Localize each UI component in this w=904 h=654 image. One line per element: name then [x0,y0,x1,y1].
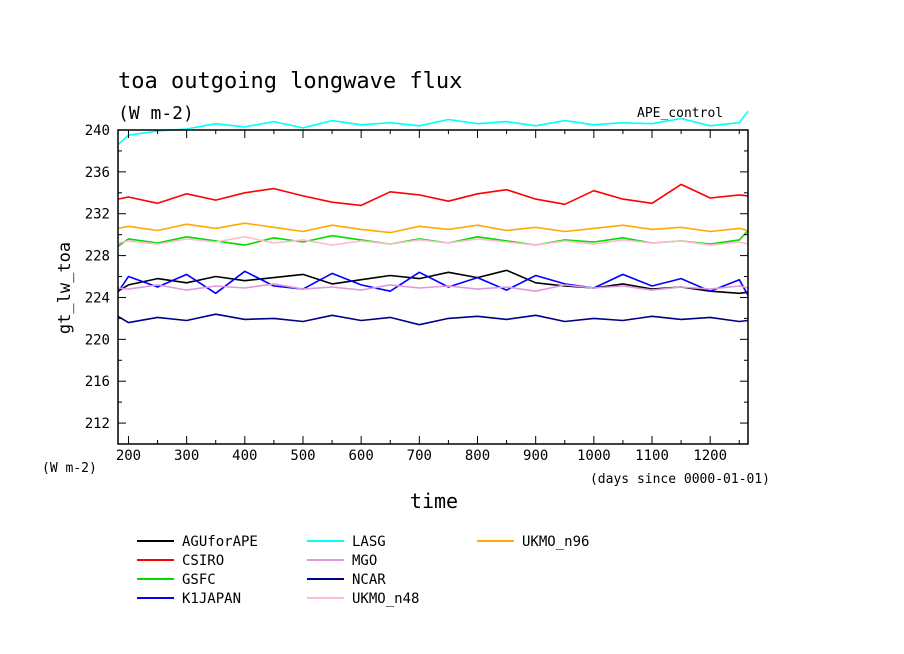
legend-label: AGUforAPE [182,534,258,550]
y-axis-label: gt_lw_toa [55,242,75,334]
series-layer [117,110,749,326]
x-tick-label: 1200 [693,448,727,464]
plot-frame [117,129,749,445]
x-tick-label: 500 [290,448,315,464]
chart-title: toa outgoing longwave flux [118,69,462,94]
series-line-8 [117,222,749,234]
series-line-5 [117,283,749,293]
legend-label: UKMO_n48 [352,591,419,607]
y-tick-label: 224 [85,290,110,306]
legend-label: NCAR [352,572,386,588]
series-line-7 [117,236,749,246]
x-tick-label: 400 [232,448,257,464]
y-tick-label: 240 [85,123,110,139]
x-unit-note: (days since 0000-01-01) [590,472,770,487]
series-line-1 [117,183,749,207]
x-tick-label: 900 [523,448,548,464]
y-tick-label: 232 [85,207,110,223]
legend-label: GSFC [182,572,216,588]
series-line-0 [117,269,749,295]
y-tick-label: 236 [85,165,110,181]
y-tick-label: 220 [85,332,110,348]
legend-label: K1JAPAN [182,591,241,607]
y-tick-label: 212 [85,416,110,432]
x-tick-label: 1000 [577,448,611,464]
series-line-4 [117,110,749,146]
legend: AGUforAPE CSIRO GSFC K1JAPAN LASG MGO NCAR UKMO… [137,534,589,607]
legend-label: UKMO_n96 [522,534,589,550]
series-line-3 [117,270,749,296]
x-tick-label: 600 [349,448,374,464]
legend-label: CSIRO [182,553,224,569]
x-tick-label: 800 [465,448,490,464]
legend-label: LASG [352,534,386,550]
y-tick-label: 228 [85,249,110,265]
y-units-label: (W m-2) [42,461,97,476]
x-axis-label: time [410,489,458,513]
x-tick-label: 300 [174,448,199,464]
experiment-label: APE_control [637,106,723,121]
x-tick-label: 200 [116,448,141,464]
y-tick-label: 216 [85,374,110,390]
x-tick-label: 700 [407,448,432,464]
tick-layer: 200 300 400 500 600 700 800 900 1000 1100 1200 212 2… [85,123,748,464]
chart-units: (W m-2) [118,103,194,124]
series-line-2 [117,229,749,247]
legend-label: MGO [352,553,377,569]
x-tick-label: 1100 [635,448,669,464]
series-line-6 [117,313,749,326]
